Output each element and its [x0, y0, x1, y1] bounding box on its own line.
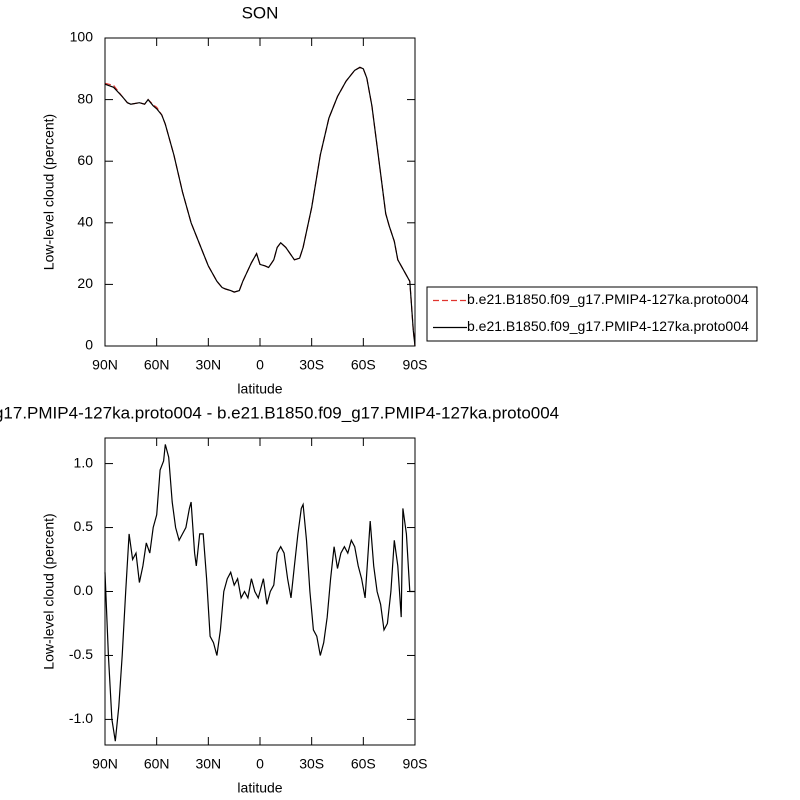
y-tick-label: -1.0	[69, 710, 93, 726]
x-tick-label: 30N	[195, 357, 221, 373]
x-tick-label: 60S	[351, 357, 376, 373]
x-axis-label: latitude	[237, 381, 282, 397]
x-tick-label: 60N	[144, 357, 170, 373]
x-tick-label: 0	[256, 357, 264, 373]
x-axis-label: latitude	[237, 780, 282, 796]
y-tick-label: 80	[77, 90, 93, 106]
y-tick-label: 60	[77, 152, 93, 168]
legend-label: b.e21.B1850.f09_g17.PMIP4-127ka.proto004	[467, 291, 749, 307]
y-tick-label: 100	[70, 29, 94, 45]
y-axis-label: Low-level cloud (percent)	[41, 513, 57, 669]
x-tick-label: 90N	[92, 756, 118, 772]
x-tick-label: 90N	[92, 357, 118, 373]
chart-title: SON	[242, 3, 279, 22]
chart-title: f09_g17.PMIP4-127ka.proto004 - b.e21.B18…	[0, 403, 559, 422]
y-tick-label: 1.0	[74, 454, 94, 470]
legend-box	[426, 286, 758, 342]
y-tick-label: 20	[77, 275, 93, 291]
x-tick-label: 90S	[403, 756, 428, 772]
y-axis-label: Low-level cloud (percent)	[41, 114, 57, 270]
x-tick-label: 30S	[299, 756, 324, 772]
data-line	[104, 66, 416, 347]
y-tick-label: 0.0	[74, 582, 94, 598]
x-tick-label: 30N	[195, 756, 221, 772]
y-tick-label: 0.5	[74, 518, 94, 534]
data-line	[104, 444, 415, 742]
x-tick-label: 60N	[144, 756, 170, 772]
x-tick-label: 30S	[299, 357, 324, 373]
x-tick-label: 60S	[351, 756, 376, 772]
legend-label: b.e21.B1850.f09_g17.PMIP4-127ka.proto004	[467, 318, 749, 334]
y-tick-label: 40	[77, 214, 93, 230]
y-tick-label: 0	[85, 337, 93, 353]
data-line	[104, 66, 416, 347]
x-tick-label: 90S	[403, 357, 428, 373]
x-tick-label: 0	[256, 756, 264, 772]
y-tick-label: -0.5	[69, 646, 93, 662]
